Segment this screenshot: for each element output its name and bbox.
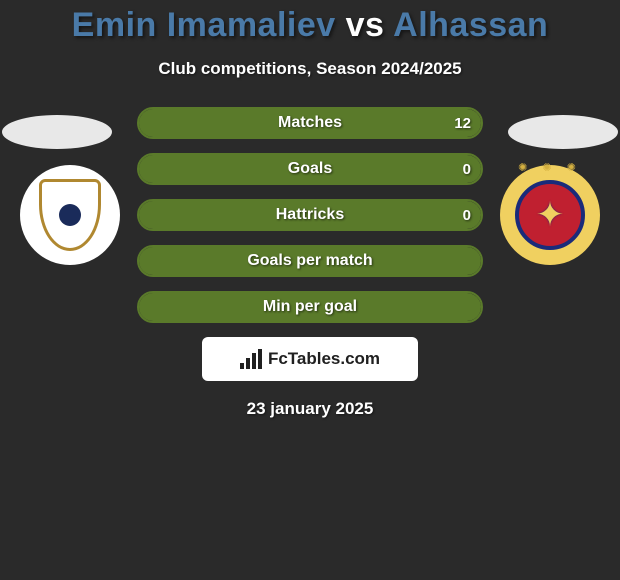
comparison-stage: ✺ ✺ ✺ ✦ Matches12Goals0Hattricks0Goals p…: [0, 107, 620, 323]
barchart-icon: [240, 349, 262, 369]
club-badge-left: [20, 165, 120, 265]
fcsb-crest-icon: ✦: [515, 180, 585, 250]
stat-rows: Matches12Goals0Hattricks0Goals per match…: [137, 107, 483, 323]
stat-row: Min per goal: [137, 291, 483, 323]
stat-value-right: 0: [463, 201, 471, 229]
stat-label: Matches: [139, 109, 481, 137]
club-badge-right: ✺ ✺ ✺ ✦: [500, 165, 600, 265]
star-icon: ✦: [536, 195, 565, 235]
watermark-text: FcTables.com: [268, 349, 380, 369]
qarabag-crest-icon: [39, 179, 101, 251]
vs-separator: vs: [346, 6, 385, 44]
stat-value-right: 0: [463, 155, 471, 183]
subtitle: Club competitions, Season 2024/2025: [0, 59, 620, 79]
comparison-title: Emin Imamaliev vs Alhassan: [0, 0, 620, 45]
stat-label: Goals per match: [139, 247, 481, 275]
stat-label: Hattricks: [139, 201, 481, 229]
stat-row: Matches12: [137, 107, 483, 139]
player1-name: Emin Imamaliev: [72, 6, 336, 44]
stat-label: Goals: [139, 155, 481, 183]
stat-label: Min per goal: [139, 293, 481, 321]
datestamp: 23 january 2025: [0, 399, 620, 419]
player1-photo-placeholder: [2, 115, 112, 149]
stat-row: Hattricks0: [137, 199, 483, 231]
player2-photo-placeholder: [508, 115, 618, 149]
stat-value-right: 12: [454, 109, 471, 137]
watermark: FcTables.com: [202, 337, 418, 381]
stat-row: Goals per match: [137, 245, 483, 277]
suns-icon: ✺ ✺ ✺: [500, 161, 600, 174]
stat-row: Goals0: [137, 153, 483, 185]
ball-icon: [59, 204, 81, 226]
player2-name: Alhassan: [393, 6, 548, 44]
